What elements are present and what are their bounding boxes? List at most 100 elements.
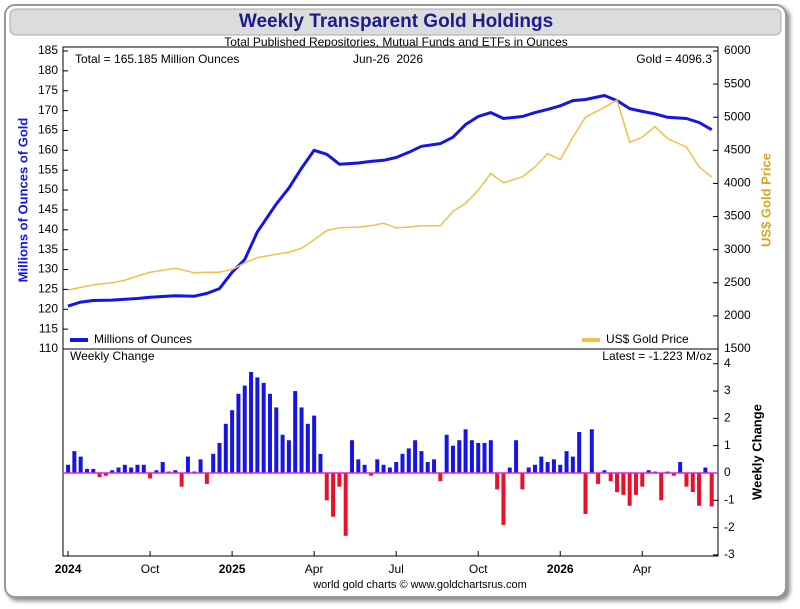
bar	[438, 472, 443, 482]
bar	[551, 459, 556, 473]
bar	[570, 456, 575, 473]
y-tick-label: 185	[38, 43, 58, 57]
bar	[507, 467, 512, 473]
bar	[154, 470, 159, 473]
bar	[640, 472, 645, 487]
annotation: Gold = 4096.3	[636, 52, 712, 66]
bar	[526, 467, 531, 473]
title-banner	[9, 8, 782, 36]
series-line	[67, 94, 713, 308]
bar	[469, 440, 474, 473]
bar	[230, 410, 235, 473]
bar	[72, 451, 77, 473]
y2-tick-label: 1500	[724, 341, 751, 355]
y-tick-label: 4	[724, 356, 731, 370]
y-tick-label: 1	[724, 438, 731, 452]
bar	[204, 472, 209, 484]
bar	[703, 467, 708, 473]
x-tick-label: Apr	[305, 562, 324, 576]
bar	[66, 464, 71, 473]
bar	[419, 451, 424, 473]
bar	[615, 472, 620, 493]
y-axis-label: Weekly Change	[749, 404, 764, 500]
bar	[457, 440, 462, 473]
bar	[709, 472, 714, 507]
bar	[293, 391, 298, 473]
bar	[312, 415, 317, 473]
x-tick-label: 2025	[219, 562, 246, 576]
bar	[299, 407, 304, 473]
y-tick-label: 110	[39, 341, 58, 355]
annotation: Total = 165.185 Million Ounces	[75, 52, 239, 66]
y2-tick-label: 2000	[724, 308, 751, 322]
bar	[148, 472, 153, 479]
bar	[375, 459, 380, 473]
bar	[608, 472, 613, 482]
bar	[564, 451, 569, 473]
bar	[381, 464, 386, 473]
y-tick-label: 175	[38, 83, 58, 97]
y-tick-label: 125	[38, 282, 58, 296]
y-tick-label: 160	[38, 142, 58, 156]
bar	[671, 472, 676, 476]
y2-tick-label: 3500	[724, 209, 751, 223]
x-tick-label: 2026	[547, 562, 574, 576]
bar	[501, 472, 506, 525]
bar	[488, 440, 493, 473]
bar	[286, 440, 291, 473]
bar	[91, 468, 96, 473]
y2-tick-label: 3000	[724, 242, 751, 256]
x-tick-label: Apr	[633, 562, 652, 576]
y2-axis-label: US$ Gold Price	[758, 153, 773, 247]
bar	[545, 462, 550, 473]
bar	[413, 440, 418, 473]
bar	[211, 453, 216, 473]
bar	[141, 464, 146, 473]
bar	[362, 464, 367, 473]
subtitle: Total Published Repositories, Mutual Fun…	[224, 35, 568, 49]
bar	[659, 472, 664, 501]
y-tick-label: 115	[39, 321, 58, 335]
x-tick-label: 2024	[55, 562, 82, 576]
legend-label: US$ Gold Price	[606, 332, 689, 346]
bar	[217, 442, 222, 473]
y-tick-label: 130	[38, 262, 58, 276]
y-tick-label: 0	[724, 465, 731, 479]
bar	[495, 472, 500, 490]
bar	[173, 470, 178, 473]
y-tick-label: -1	[724, 492, 735, 506]
bar	[400, 453, 405, 473]
bar	[122, 464, 127, 473]
y-tick-label: 145	[38, 202, 58, 216]
bar	[539, 456, 544, 473]
y-tick-label: 140	[38, 222, 58, 236]
bar	[179, 472, 184, 487]
y2-tick-label: 6000	[724, 43, 751, 57]
bar	[387, 467, 392, 473]
bar	[249, 371, 254, 473]
bar	[324, 472, 329, 501]
bar	[261, 382, 266, 473]
y-tick-label: 180	[38, 63, 58, 77]
bar	[583, 472, 588, 514]
source: world gold charts © www.goldchartsrus.co…	[312, 579, 527, 591]
bar	[602, 470, 607, 473]
bar	[627, 472, 632, 506]
bar	[343, 472, 348, 536]
y2-tick-label: 5000	[724, 109, 751, 123]
bar	[280, 434, 285, 473]
bar	[267, 393, 272, 473]
annotation: Latest = -1.223 M/oz	[602, 349, 712, 363]
y2-tick-label: 4500	[724, 142, 751, 156]
bar	[406, 448, 411, 473]
bar	[463, 429, 468, 473]
bar	[368, 472, 373, 476]
y2-tick-label: 4000	[724, 176, 751, 190]
y-tick-label: 2	[724, 411, 731, 425]
y2-tick-label: 2500	[724, 275, 751, 289]
y2-tick-label: 5500	[724, 76, 751, 90]
bar	[476, 442, 481, 473]
y-tick-label: -2	[724, 520, 735, 534]
bar	[697, 472, 702, 506]
